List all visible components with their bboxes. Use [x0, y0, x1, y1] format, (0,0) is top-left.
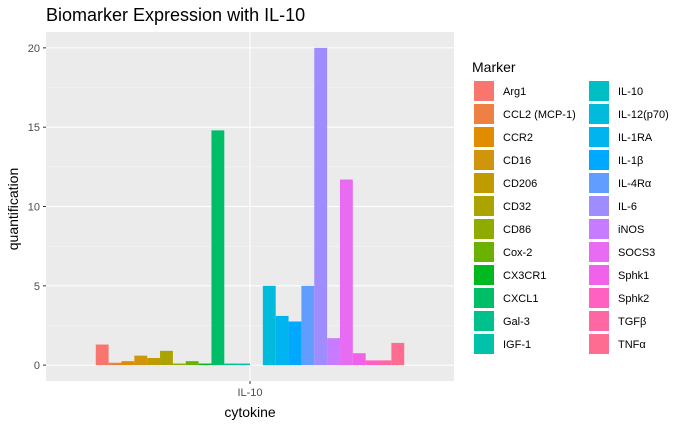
y-axis-title: quantification	[5, 168, 21, 251]
legend-swatch	[474, 265, 494, 285]
legend-label: Arg1	[503, 86, 526, 98]
legend-swatch	[589, 334, 609, 354]
legend-label: IL-12(p70)	[618, 109, 669, 121]
legend-swatch	[589, 311, 609, 331]
legend-label: SOCS3	[618, 247, 655, 259]
x-axis: IL-10	[237, 381, 263, 399]
y-tick-label: 15	[28, 122, 40, 134]
legend-label: Gal-3	[503, 316, 530, 328]
bar	[121, 361, 135, 366]
legend-label: CX3CR1	[503, 270, 546, 282]
bar	[237, 363, 250, 366]
legend-label: IL-1RA	[618, 132, 653, 144]
bar	[352, 353, 366, 366]
legend-label: IL-6	[618, 201, 637, 213]
bar	[160, 350, 173, 366]
legend-label: CCL2 (MCP-1)	[503, 109, 576, 121]
bar	[224, 363, 238, 366]
legend-label: TGFβ	[618, 316, 646, 328]
legend-swatch	[589, 196, 609, 216]
legend-swatch	[474, 311, 494, 331]
legend-title: Marker	[472, 59, 516, 75]
legend-swatch	[474, 81, 494, 101]
legend-swatch	[474, 242, 494, 262]
bar	[288, 321, 302, 366]
bar	[108, 362, 122, 366]
bar	[172, 363, 186, 366]
legend-swatch	[589, 288, 609, 308]
legend-swatch	[589, 265, 609, 285]
legend-swatch	[589, 173, 609, 193]
legend-swatch	[474, 150, 494, 170]
legend-swatch	[589, 150, 609, 170]
bar	[365, 360, 379, 366]
legend: Marker Arg1 CCL2 (MCP-1) CCR2 CD16 CD206 CD32…	[472, 59, 669, 354]
legend-label: iNOS	[618, 224, 644, 236]
bar	[391, 342, 405, 366]
y-tick-label: 0	[34, 360, 40, 372]
legend-swatch	[474, 127, 494, 147]
legend-label: Sphk1	[618, 270, 649, 282]
bar	[314, 47, 328, 366]
bar	[211, 130, 225, 366]
bar	[262, 285, 276, 366]
legend-label: IL-4Rα	[618, 178, 652, 190]
legend-label: Sphk2	[618, 293, 649, 305]
bar	[95, 344, 109, 366]
legend-label: CD32	[503, 201, 531, 213]
legend-swatch	[589, 242, 609, 262]
x-axis-title: cytokine	[224, 404, 276, 420]
legend-swatch	[589, 127, 609, 147]
legend-label: IGF-1	[503, 339, 531, 351]
legend-swatch	[474, 196, 494, 216]
legend-label: CD16	[503, 155, 531, 167]
legend-label: CXCL1	[503, 293, 538, 305]
legend-label: CCR2	[503, 132, 533, 144]
bar	[134, 355, 148, 366]
y-tick-label: 5	[34, 281, 40, 293]
legend-swatch	[589, 219, 609, 239]
legend-swatch	[474, 173, 494, 193]
chart-title: Biomarker Expression with IL-10	[46, 5, 305, 25]
bar	[339, 179, 353, 366]
legend-label: CD86	[503, 224, 531, 236]
bar	[327, 338, 340, 366]
legend-swatch	[589, 81, 609, 101]
bar	[378, 360, 392, 366]
bar	[147, 357, 161, 366]
bar	[198, 363, 212, 366]
y-axis: 0 5 10 15 20	[28, 43, 46, 372]
bar	[301, 285, 315, 366]
legend-swatch	[474, 104, 494, 124]
grid	[46, 32, 454, 381]
x-tick-label: IL-10	[237, 387, 262, 399]
legend-swatch	[474, 288, 494, 308]
legend-swatch	[589, 104, 609, 124]
legend-label: CD206	[503, 178, 537, 190]
y-tick-label: 20	[28, 43, 40, 55]
legend-swatch	[474, 334, 494, 354]
legend-swatch	[474, 219, 494, 239]
legend-label: IL-10	[618, 86, 643, 98]
y-tick-label: 10	[28, 202, 40, 214]
legend-label: Cox-2	[503, 247, 532, 259]
legend-label: IL-1β	[618, 155, 643, 167]
legend-label: TNFα	[618, 339, 646, 351]
bars	[95, 47, 405, 366]
bar	[275, 315, 289, 366]
bar	[185, 361, 199, 366]
